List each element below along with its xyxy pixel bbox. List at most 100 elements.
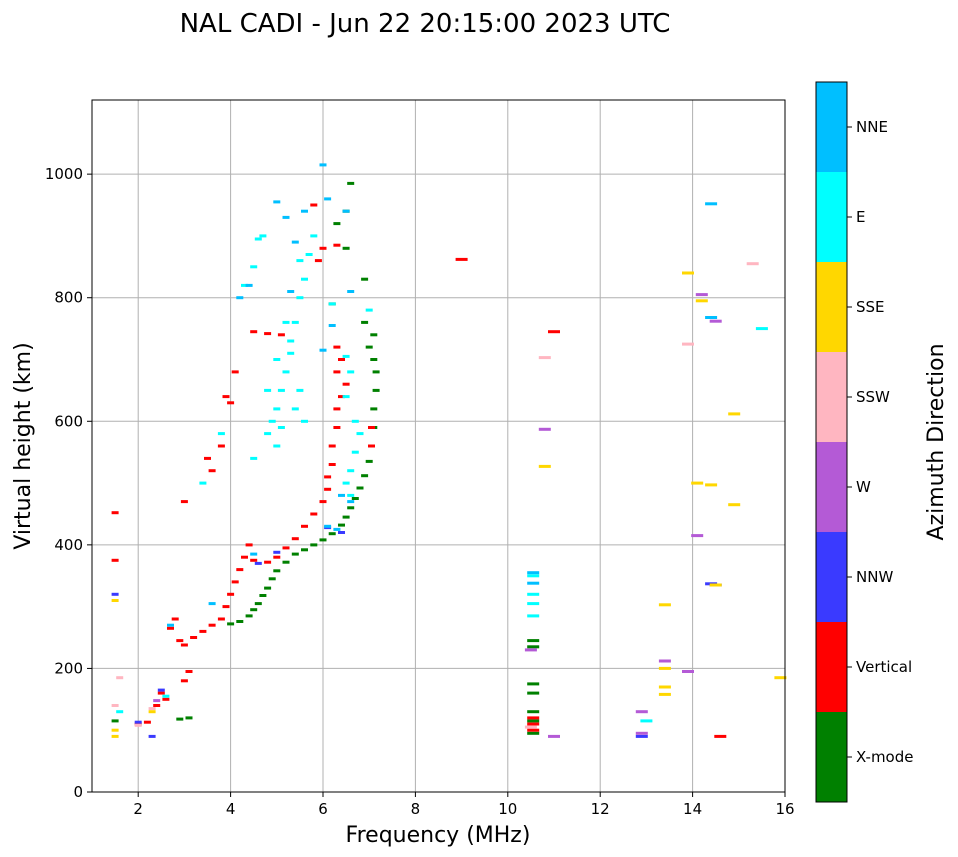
- data-point-sse: [148, 710, 156, 714]
- data-point-ssw: [111, 704, 119, 707]
- data-point-vertical: [231, 580, 239, 584]
- data-point-nne: [319, 348, 327, 352]
- data-point-vertical: [282, 546, 290, 550]
- data-point-vertical: [333, 345, 341, 349]
- data-point-vertical: [264, 560, 272, 564]
- data-point-vertical: [162, 697, 170, 701]
- colorbar-label: Azimuth Direction: [924, 343, 949, 540]
- data-point-e: [305, 253, 313, 256]
- data-point-vertical: [368, 426, 375, 429]
- data-point-nne: [167, 623, 174, 627]
- data-point-e: [310, 234, 318, 238]
- data-point-vertical: [333, 370, 341, 374]
- data-point-nnw: [134, 720, 142, 724]
- data-point-x-mode: [527, 645, 540, 649]
- x-tick-label: 10: [498, 800, 517, 818]
- data-point-ssw: [682, 342, 694, 346]
- colorbar-segment-w: [816, 442, 847, 532]
- data-point-e: [342, 395, 350, 399]
- data-point-nne: [319, 163, 327, 167]
- data-point-vertical: [548, 330, 560, 334]
- data-point-nnw: [338, 531, 345, 534]
- data-point-e: [365, 308, 373, 312]
- data-point-e: [287, 351, 295, 355]
- data-point-vertical: [227, 401, 235, 405]
- data-point-nnw: [157, 688, 165, 692]
- data-point-e: [254, 237, 262, 241]
- data-point-ssw: [746, 262, 759, 266]
- data-point-nne: [324, 197, 332, 201]
- data-point-vertical: [264, 332, 272, 336]
- data-point-vertical: [342, 382, 350, 386]
- data-point-x-mode: [370, 407, 378, 411]
- data-point-e: [250, 265, 258, 269]
- data-point-e: [356, 432, 364, 436]
- colorbar: X-mode Vertical NNW W SSW SSE E NNE: [815, 81, 913, 803]
- data-point-vertical: [277, 333, 285, 337]
- data-point-vertical: [328, 463, 336, 466]
- x-tick-label: 14: [683, 800, 702, 818]
- x-tick-label: 2: [133, 800, 143, 818]
- data-point-w: [538, 427, 551, 431]
- data-point-x-mode: [176, 717, 184, 721]
- data-point-nne: [527, 571, 540, 575]
- data-point-vertical: [250, 558, 258, 562]
- data-point-nnw: [111, 592, 119, 596]
- colorbar-tick-label: E: [856, 208, 865, 226]
- data-point-x-mode: [527, 731, 540, 735]
- data-point-vertical: [111, 558, 119, 562]
- data-point-vertical: [324, 475, 332, 479]
- data-point-vertical: [171, 617, 179, 621]
- data-point-nne: [282, 215, 290, 219]
- plot-area: 2 4 6 8 10 12 14 16 0 200 400 600 800 1000: [45, 99, 795, 818]
- colorbar-segment-e: [816, 172, 847, 262]
- data-point-vertical: [180, 679, 188, 683]
- data-point-vertical: [231, 370, 239, 374]
- data-point-x-mode: [342, 515, 350, 519]
- data-point-e: [296, 296, 304, 300]
- data-point-w: [635, 710, 648, 714]
- colorbar-tick-label: SSW: [856, 388, 890, 406]
- data-point-x-mode: [268, 577, 276, 581]
- data-point-nne: [236, 296, 244, 300]
- data-point-ssw: [538, 356, 551, 360]
- y-axis-ticks: 0 200 400 600 800 1000: [45, 165, 92, 801]
- data-point-sse: [658, 666, 671, 670]
- y-tick-label: 600: [54, 412, 83, 430]
- data-point-e: [287, 339, 295, 343]
- data-point-nne: [328, 324, 336, 327]
- data-point-x-mode: [264, 586, 272, 590]
- data-point-e: [527, 614, 540, 618]
- data-point-x-mode: [527, 691, 540, 695]
- data-point-e: [527, 602, 540, 606]
- data-point-x-mode: [319, 538, 327, 542]
- data-point-vertical: [338, 395, 345, 399]
- x-tick-label: 8: [411, 800, 421, 818]
- data-point-e: [264, 432, 272, 436]
- data-point-nne: [245, 283, 253, 287]
- data-point-e: [162, 694, 170, 698]
- y-tick-label: 0: [73, 783, 83, 801]
- data-point-x-mode: [333, 222, 341, 226]
- data-point-vertical: [319, 246, 327, 250]
- data-point-e: [301, 419, 308, 423]
- data-point-vertical: [153, 704, 161, 707]
- data-point-e: [250, 456, 258, 460]
- data-point-e: [277, 426, 285, 429]
- data-point-x-mode: [185, 716, 193, 720]
- data-point-vertical: [319, 500, 327, 504]
- data-point-vertical: [236, 568, 244, 572]
- data-point-nne: [291, 240, 299, 244]
- y-tick-label: 800: [54, 289, 83, 307]
- data-point-nnw: [273, 550, 281, 554]
- y-tick-label: 400: [54, 536, 83, 554]
- y-tick-label: 200: [54, 659, 83, 677]
- data-point-ssw: [134, 723, 142, 727]
- data-point-x-mode: [254, 602, 262, 606]
- data-point-sse: [658, 685, 671, 689]
- data-point-x-mode: [365, 345, 373, 349]
- data-point-vertical: [143, 720, 151, 724]
- data-point-nne: [287, 290, 295, 293]
- data-point-x-mode: [365, 459, 373, 463]
- x-tick-label: 16: [775, 800, 794, 818]
